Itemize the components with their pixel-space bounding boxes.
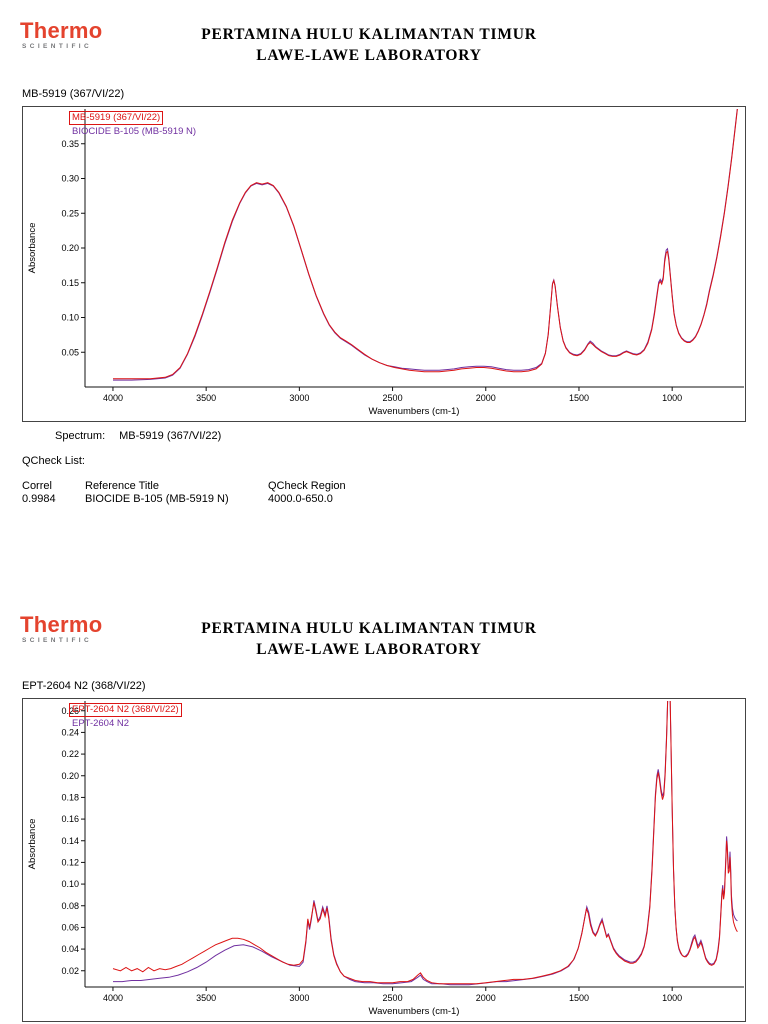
x-tick-label: 1000 <box>662 993 682 1003</box>
x-tick-label: 3500 <box>196 393 216 403</box>
qcheck-title: QCheck List: <box>22 455 85 467</box>
chart-legend: MB-5919 (367/VI/22) BIOCIDE B-105 (MB-591… <box>69 111 199 139</box>
y-tick-label: 0.30 <box>61 174 79 184</box>
y-tick-label: 0.15 <box>61 278 79 288</box>
x-tick-label: 2500 <box>383 393 403 403</box>
x-tick-label: 2500 <box>383 993 403 1003</box>
qcheck-list: QCheck List: Correl Reference Title QChe… <box>22 455 346 506</box>
thermo-logo: Thermo SCIENTIFIC <box>20 614 140 645</box>
x-axis-label: Wavenumbers (cm-1) <box>369 406 460 417</box>
y-tick-label: 0.08 <box>61 901 79 911</box>
x-tick-label: 3500 <box>196 993 216 1003</box>
spectrum-trace <box>113 109 738 381</box>
ftir-chart-ept2604: 0.02 0.04 0.06 0.08 0.10 0.12 0.14 0.16 0.18 0.20… <box>22 698 746 1022</box>
y-tick-label: 0.35 <box>61 139 79 149</box>
y-tick-label: 0.20 <box>61 771 79 781</box>
y-tick-label: 0.20 <box>61 243 79 253</box>
qcheck-col-correl: Correl <box>22 480 52 492</box>
report-title: PERTAMINA HULU KALIMANTAN TIMUR LAWE-LAW… <box>134 24 604 66</box>
y-tick-label: 0.05 <box>61 347 79 357</box>
thermo-logo-wordmark: Thermo <box>20 18 103 43</box>
spectrum-caption-value: MB-5919 (367/VI/22) <box>119 430 222 442</box>
spectrum-caption-label: Spectrum: <box>55 430 106 442</box>
report-title-line2: LAWE-LAWE LABORATORY <box>256 47 482 64</box>
report-title-line2: LAWE-LAWE LABORATORY <box>256 641 482 658</box>
spectrum-trace <box>112 701 738 985</box>
legend-entry: EPT-2604 N2 (368/VI/22) <box>69 703 182 717</box>
y-tick-label: 0.02 <box>61 966 79 976</box>
y-tick-label: 0.18 <box>61 792 79 802</box>
qcheck-header-row: Correl Reference Title QCheck Region <box>22 480 346 493</box>
x-axis-label: Wavenumbers (cm-1) <box>369 1006 460 1017</box>
sample-label: EPT-2604 N2 (368/VI/22) <box>22 680 146 692</box>
qcheck-data-row: 0.9984 BIOCIDE B-105 (MB-5919 N) 4000.0-… <box>22 493 333 506</box>
spectrum-caption: Spectrum: MB-5919 (367/VI/22) <box>55 430 221 442</box>
qcheck-col-region: QCheck Region <box>268 480 346 492</box>
x-tick-label: 1500 <box>569 393 589 403</box>
spectrum-trace <box>113 109 738 380</box>
y-tick-label: 0.26 <box>61 706 79 716</box>
report-section-1: Thermo SCIENTIFIC PERTAMINA HULU KALIMAN… <box>20 20 746 506</box>
qcheck-region-value: 4000.0-650.0 <box>268 493 333 505</box>
spectrum-canvas: 0.05 0.10 0.15 0.20 0.25 0.30 0.35 4000 3500 3000… <box>27 109 744 417</box>
x-tick-label: 3000 <box>289 993 309 1003</box>
legend-entry: BIOCIDE B-105 (MB-5919 N) <box>72 126 197 137</box>
chart-legend: EPT-2604 N2 (368/VI/22) EPT-2604 N2 <box>69 703 182 731</box>
y-tick-label: 0.04 <box>61 944 79 954</box>
spectrum-trace <box>113 701 738 986</box>
qcheck-col-reference-title: Reference Title <box>85 480 159 492</box>
thermo-logo-scientific: SCIENTIFIC <box>22 43 93 50</box>
x-tick-label: 4000 <box>103 993 123 1003</box>
y-tick-label: 0.24 <box>61 727 79 737</box>
spectrum-canvas: 0.02 0.04 0.06 0.08 0.10 0.12 0.14 0.16 0.18 0.20… <box>27 701 744 1017</box>
x-tick-label: 1500 <box>569 993 589 1003</box>
y-axis-label: Absorbance <box>27 819 38 870</box>
report-title: PERTAMINA HULU KALIMANTAN TIMUR LAWE-LAW… <box>134 618 604 660</box>
y-tick-label: 0.10 <box>61 313 79 323</box>
report-section-2: Thermo SCIENTIFIC PERTAMINA HULU KALIMAN… <box>0 594 768 1024</box>
y-tick-label: 0.22 <box>61 749 79 759</box>
report-title-line1: PERTAMINA HULU KALIMANTAN TIMUR <box>201 26 537 43</box>
y-tick-label: 0.10 <box>61 879 79 889</box>
report-title-line1: PERTAMINA HULU KALIMANTAN TIMUR <box>201 620 537 637</box>
legend-entry: MB-5919 (367/VI/22) <box>69 111 164 125</box>
thermo-logo-scientific: SCIENTIFIC <box>22 637 93 644</box>
y-tick-label: 0.16 <box>61 814 79 824</box>
sample-label: MB-5919 (367/VI/22) <box>22 88 125 100</box>
y-tick-label: 0.14 <box>61 836 79 846</box>
qcheck-correl-value: 0.9984 <box>22 493 56 505</box>
x-tick-label: 4000 <box>103 393 123 403</box>
y-tick-label: 0.06 <box>61 922 79 932</box>
y-tick-label: 0.25 <box>61 208 79 218</box>
x-tick-label: 2000 <box>476 993 496 1003</box>
y-axis-label: Absorbance <box>27 223 38 274</box>
x-tick-label: 2000 <box>476 393 496 403</box>
thermo-logo: Thermo SCIENTIFIC <box>20 20 140 51</box>
x-tick-label: 1000 <box>662 393 682 403</box>
ftir-chart-mb5919: 0.05 0.10 0.15 0.20 0.25 0.30 0.35 4000 3500 3000… <box>22 106 746 422</box>
qcheck-reference-value: BIOCIDE B-105 (MB-5919 N) <box>85 493 229 505</box>
thermo-logo-wordmark: Thermo <box>20 612 103 637</box>
y-tick-label: 0.12 <box>61 857 79 867</box>
legend-entry: EPT-2604 N2 <box>72 718 130 729</box>
x-tick-label: 3000 <box>289 393 309 403</box>
